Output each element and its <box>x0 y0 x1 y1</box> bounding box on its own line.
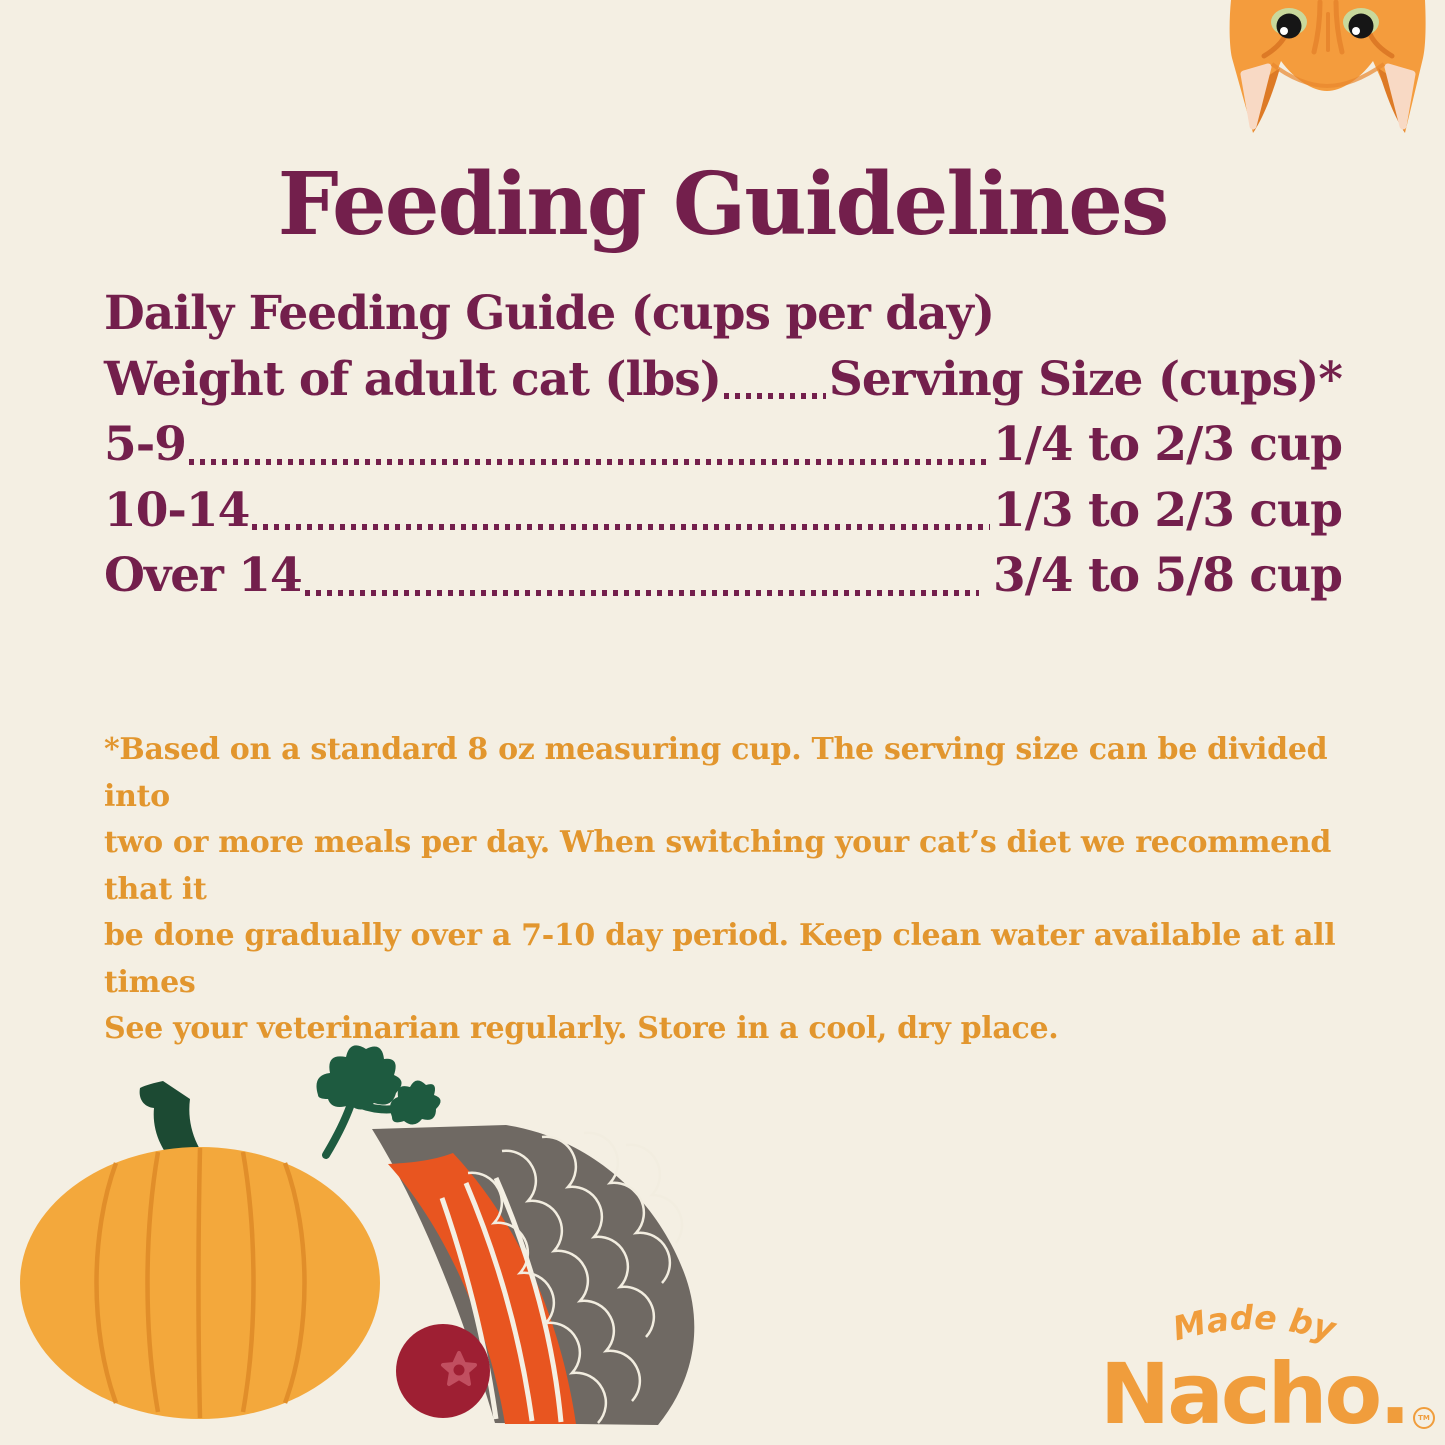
disclaimer-text: *Based on a standard 8 oz measuring cup.… <box>104 727 1374 1053</box>
dot-leader <box>252 524 991 530</box>
guide-heading: Daily Feeding Guide (cups per day) <box>104 286 995 341</box>
page-title: Feeding Guidelines <box>277 153 1170 255</box>
serving-value: 1/3 to 2/3 cup <box>993 482 1343 538</box>
weight-value: 10-14 <box>104 482 250 538</box>
pumpkin-icon <box>20 1081 380 1419</box>
salmon-icon <box>372 1125 695 1425</box>
guide-columns-row: Weight of adult cat (lbs) Serving Size (… <box>104 347 1343 413</box>
serving-value: 1/4 to 2/3 cup <box>993 417 1343 472</box>
serving-value: 3/4 to 5/8 cup <box>993 548 1343 603</box>
made-by-arched-text: Made by <box>1169 1298 1341 1349</box>
weight-value: 5-9 <box>104 417 187 472</box>
column-serving: Serving Size (cups)* <box>828 351 1343 407</box>
ingredients-illustration <box>20 1045 695 1425</box>
cat-peek-icon <box>1229 0 1426 133</box>
svg-text:Made by: Made by <box>1169 1303 1341 1349</box>
table-row: 5-9 1/4 to 2/3 cup <box>104 412 1343 478</box>
parsley-icon <box>316 1045 441 1159</box>
disclaimer-line: See your veterinarian regularly. Store i… <box>104 1011 1059 1046</box>
table-row: Over 14 3/4 to 5/8 cup <box>104 543 1343 609</box>
disclaimer-line: be done gradually over a 7-10 day period… <box>104 918 1336 1000</box>
weight-value: Over 14 <box>104 548 303 603</box>
column-weight: Weight of adult cat (lbs) <box>104 351 722 407</box>
logo-wordmark: Nacho. <box>1099 1345 1411 1443</box>
logo-tagline: Made by <box>1169 1298 1341 1349</box>
dot-leader <box>723 393 826 399</box>
disclaimer-line: *Based on a standard 8 oz measuring cup.… <box>104 732 1328 814</box>
cranberry-icon <box>396 1324 490 1418</box>
dot-leader <box>188 458 991 465</box>
feeding-guide-table: Daily Feeding Guide (cups per day) Weigh… <box>104 281 1343 609</box>
table-row: 10-14 1/3 to 2/3 cup <box>104 478 1343 544</box>
guide-heading-row: Daily Feeding Guide (cups per day) <box>104 281 1342 347</box>
brand-logo: Made by Nacho. TM <box>1089 1298 1435 1443</box>
trademark-badge: TM <box>1413 1407 1435 1429</box>
dot-leader <box>304 589 980 596</box>
disclaimer-line: two or more meals per day. When switchin… <box>104 825 1332 907</box>
